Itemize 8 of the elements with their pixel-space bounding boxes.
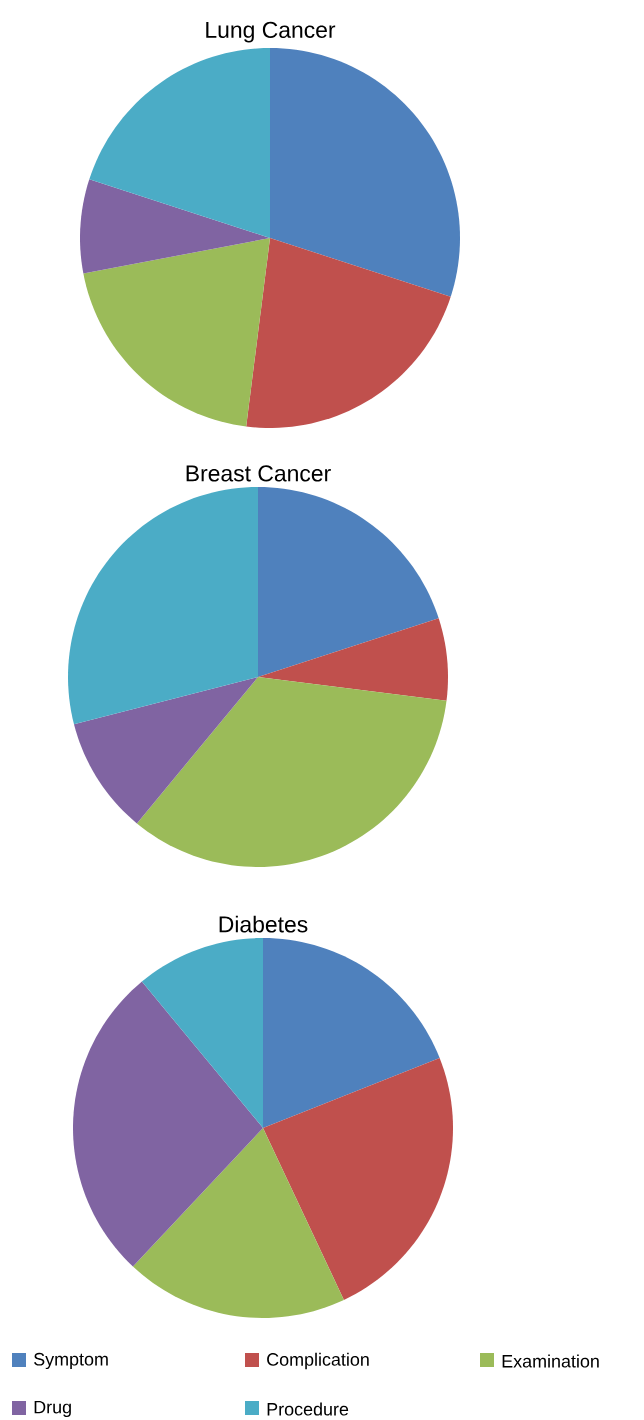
legend-label: Examination bbox=[502, 1354, 599, 1368]
chart-title: Diabetes bbox=[219, 915, 308, 933]
legend-label: Symptom bbox=[34, 1352, 108, 1370]
legend-label: Drug bbox=[34, 1400, 71, 1418]
chart-title: Breast Cancer bbox=[186, 465, 331, 482]
legend-label: Procedure bbox=[267, 1402, 349, 1416]
legend-label: Complication bbox=[267, 1352, 369, 1370]
chart-title: Lung Cancer bbox=[206, 21, 336, 43]
